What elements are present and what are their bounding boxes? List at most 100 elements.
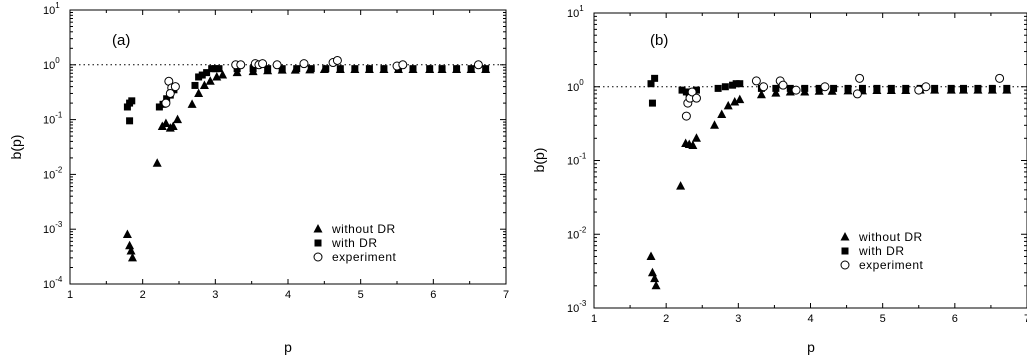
legend-label: without DR [858, 230, 923, 244]
x-tick-label: 2 [663, 313, 669, 325]
panel-label-b: (b) [650, 32, 668, 49]
data-point-circle [166, 89, 174, 97]
data-point-square [722, 83, 729, 90]
x-tick-label: 4 [285, 289, 291, 301]
legend-label: experiment [859, 258, 924, 272]
legend-marker-square [315, 240, 322, 247]
data-point-square [215, 65, 222, 72]
y-tick-exponent: -1 [55, 111, 63, 120]
data-point-square [902, 85, 909, 92]
legend-marker-triangle [841, 232, 850, 241]
data-point-circle [760, 83, 768, 91]
y-tick-label: 10-4 [43, 275, 63, 291]
y-tick-exponent: -1 [579, 152, 587, 161]
y-tick-base: 10 [567, 303, 579, 315]
x-tick-label: 4 [807, 313, 813, 325]
legend-marker-circle [314, 253, 322, 261]
data-point-square [649, 100, 656, 107]
data-point-triangle [735, 95, 744, 104]
data-point-circle [162, 99, 170, 107]
y-tick-exponent: -2 [55, 165, 63, 174]
y-tick-label: 101 [567, 4, 584, 20]
data-point-triangle [153, 158, 162, 167]
data-point-circle [273, 61, 281, 69]
y-tick-label: 10-3 [43, 220, 63, 236]
y-tick-label: 10-1 [43, 111, 63, 127]
data-point-triangle [710, 120, 719, 128]
data-point-triangle [648, 268, 657, 277]
y-tick-base: 10 [43, 279, 55, 291]
legend-a: without DRwith DRexperiment [314, 222, 397, 264]
data-point-circle [792, 86, 800, 94]
data-point-square [380, 65, 387, 72]
legend-label: experiment [332, 250, 397, 264]
data-point-square [830, 85, 837, 92]
data-point-square [308, 65, 315, 72]
y-tick-exponent: -2 [579, 225, 587, 234]
y-axis-label-a: b(p) [8, 135, 24, 160]
data-point-triangle [676, 181, 685, 190]
y-tick-label: 101 [43, 1, 60, 17]
data-points-a [123, 56, 490, 261]
y-axis-label-b: b(p) [531, 148, 547, 173]
y-tick-label: 100 [567, 78, 584, 94]
data-point-circle [259, 60, 267, 68]
data-point-circle [996, 74, 1004, 82]
x-axis-label-b: p [807, 339, 815, 355]
data-point-triangle [194, 88, 203, 97]
plot-frame-b [594, 13, 1027, 308]
data-point-square [1003, 85, 1010, 92]
data-point-square [931, 85, 938, 92]
data-point-square [351, 65, 358, 72]
y-tick-base: 10 [43, 224, 55, 236]
x-axis-label-a: p [284, 339, 292, 355]
data-point-square [801, 85, 808, 92]
data-point-square [736, 80, 743, 87]
data-point-circle [300, 60, 308, 68]
data-point-circle [682, 112, 690, 120]
data-point-circle [692, 94, 700, 102]
data-point-circle [779, 81, 787, 89]
x-tick-label: 5 [358, 289, 364, 301]
data-point-circle [171, 83, 179, 91]
data-point-square [482, 65, 489, 72]
data-point-circle [856, 74, 864, 82]
data-point-square [293, 65, 300, 72]
data-point-triangle [647, 251, 656, 260]
data-point-circle [922, 83, 930, 91]
y-tick-base: 10 [567, 82, 579, 94]
panel-b: 1234567 10-310-210-1100101 (b) p b(p) wi… [531, 4, 1027, 355]
data-points-b [647, 74, 1012, 289]
legend-marker-circle [841, 261, 849, 269]
data-point-square [888, 85, 895, 92]
y-tick-label: 10-1 [567, 152, 587, 168]
y-tick-label: 10-2 [43, 165, 63, 181]
data-point-circle [752, 77, 760, 85]
y-tick-label: 10-2 [567, 225, 587, 241]
y-tick-base: 10 [567, 156, 579, 168]
data-point-square [873, 85, 880, 92]
data-point-square [948, 85, 955, 92]
legend-marker-triangle [314, 224, 323, 233]
x-tick-label: 6 [952, 313, 958, 325]
y-tick-exponent: 1 [55, 1, 60, 10]
y-tick-exponent: -3 [579, 299, 587, 308]
plot-frame-a [70, 10, 506, 284]
data-point-square [453, 65, 460, 72]
y-tick-base: 10 [43, 5, 55, 17]
y-tick-base: 10 [43, 169, 55, 181]
y-tick-exponent: 0 [579, 78, 584, 87]
data-point-square [974, 85, 981, 92]
data-point-circle [474, 61, 482, 69]
data-point-square [715, 85, 722, 92]
x-tick-label: 3 [212, 289, 218, 301]
data-point-square [366, 65, 373, 72]
y-tick-base: 10 [43, 60, 55, 72]
data-point-circle [821, 83, 829, 91]
y-tick-label: 10-3 [567, 299, 587, 315]
x-tick-label: 2 [140, 289, 146, 301]
x-tick-label: 7 [503, 289, 509, 301]
